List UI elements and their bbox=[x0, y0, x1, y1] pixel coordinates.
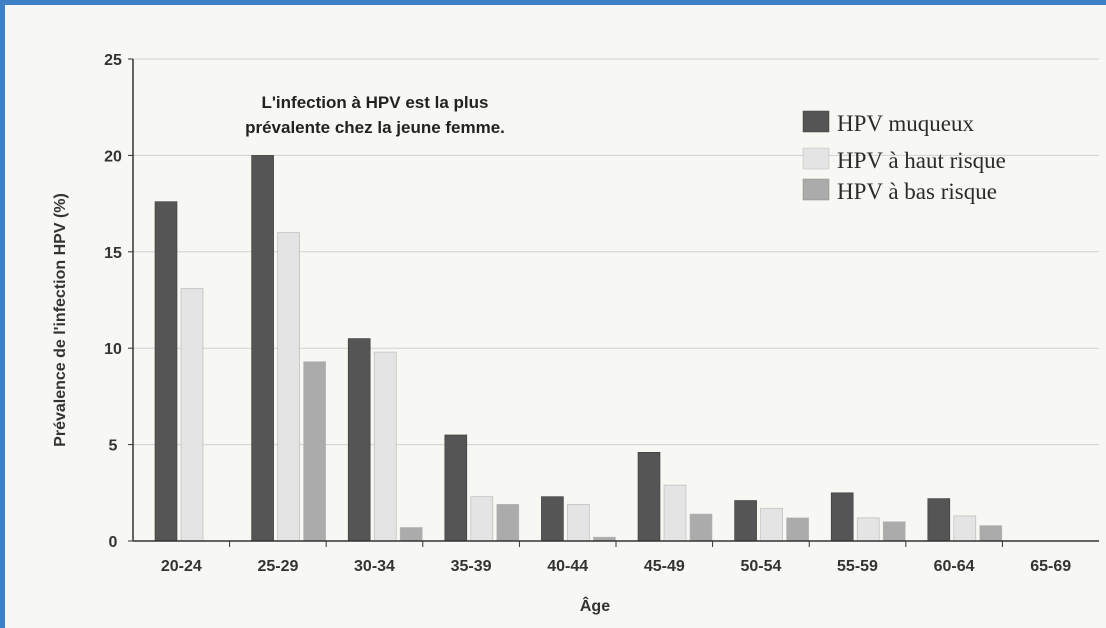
y-tick-label: 20 bbox=[104, 148, 122, 165]
x-tick-label: 25-29 bbox=[257, 558, 298, 575]
legend-label-haut-risque: HPV à haut risque bbox=[837, 148, 1006, 173]
bar bbox=[541, 496, 564, 542]
bar bbox=[979, 525, 1003, 542]
legend-swatch-haut-risque bbox=[802, 147, 830, 170]
y-tick-label: 5 bbox=[109, 438, 118, 455]
bar bbox=[927, 498, 951, 542]
legend-label-bas-risque: HPV à bas risque bbox=[837, 179, 997, 204]
bar bbox=[637, 452, 661, 542]
y-tick-label: 25 bbox=[104, 52, 122, 69]
annotation-line-1: L'infection à HPV est la plus bbox=[262, 93, 489, 112]
y-tick-label: 10 bbox=[104, 341, 122, 358]
bar bbox=[251, 155, 274, 542]
bar bbox=[663, 484, 687, 542]
legend-swatch-bas-risque bbox=[802, 178, 830, 201]
x-tick-label: 30-34 bbox=[354, 558, 395, 575]
legend: HPV muqueux HPV à haut risque HPV à bas … bbox=[802, 110, 1006, 204]
x-tick-label: 35-39 bbox=[451, 558, 492, 575]
bar bbox=[347, 338, 371, 542]
bar bbox=[856, 517, 880, 542]
bar bbox=[567, 504, 590, 542]
y-tick-label: 0 bbox=[109, 534, 118, 551]
bar bbox=[830, 492, 854, 542]
bar bbox=[399, 527, 423, 542]
bar bbox=[786, 517, 809, 542]
x-tick-label: 60-64 bbox=[934, 558, 975, 575]
bar bbox=[154, 201, 178, 542]
x-axis-title: Âge bbox=[580, 596, 610, 615]
bar bbox=[689, 513, 713, 542]
bar bbox=[373, 351, 397, 542]
bar bbox=[470, 496, 494, 542]
bar bbox=[734, 500, 757, 542]
y-tick-label: 15 bbox=[104, 245, 122, 262]
legend-swatch-muqueux bbox=[802, 110, 830, 133]
bar bbox=[882, 521, 906, 542]
bar bbox=[444, 434, 468, 542]
x-tick-label: 40-44 bbox=[547, 558, 588, 575]
x-tick-label: 50-54 bbox=[740, 558, 781, 575]
bar bbox=[303, 361, 326, 542]
bar bbox=[277, 232, 300, 542]
bar bbox=[496, 504, 520, 542]
bar bbox=[760, 507, 783, 542]
hpv-prevalence-chart: 0 5 10 15 20 25 20-24 25-29 30-34 35-39 40-44 45-49… bbox=[52, 52, 1099, 615]
y-axis-title: Prévalence de l'infection HPV (%) bbox=[52, 193, 69, 447]
x-tick-label: 20-24 bbox=[161, 558, 202, 575]
bar bbox=[180, 288, 204, 542]
bar bbox=[953, 515, 977, 542]
x-tick-label: 45-49 bbox=[644, 558, 685, 575]
x-tick-label: 65-69 bbox=[1030, 558, 1071, 575]
tick-labels: 0 5 10 15 20 25 20-24 25-29 30-34 35-39 40-44 45-49… bbox=[104, 52, 1071, 575]
annotation-line-2: prévalente chez la jeune femme. bbox=[245, 118, 505, 137]
legend-label-muqueux: HPV muqueux bbox=[837, 111, 974, 136]
x-tick-label: 55-59 bbox=[837, 558, 878, 575]
